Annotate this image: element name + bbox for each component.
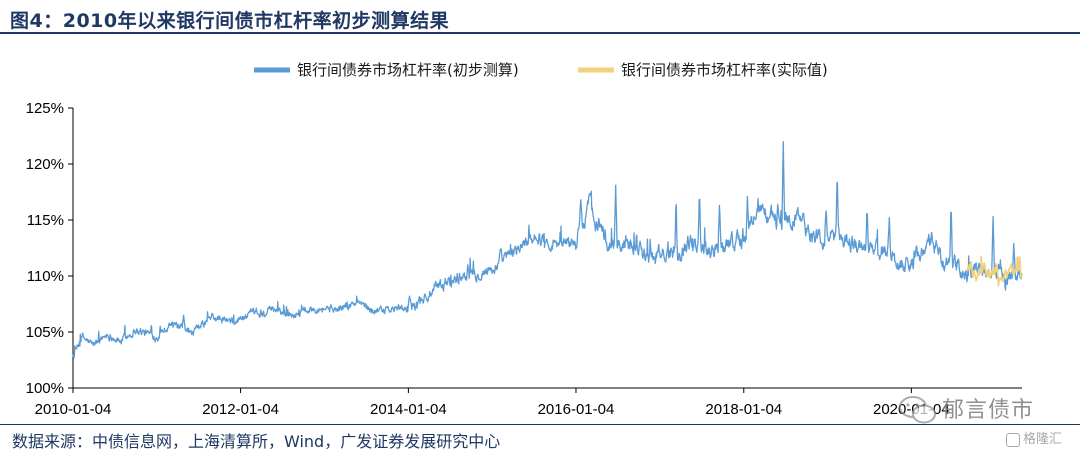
source-divider bbox=[0, 424, 1080, 425]
source-note: 数据来源：中债信息网，上海清算所，Wind，广发证券发展研究中心 bbox=[12, 432, 501, 451]
watermark: 郁言债市 格隆汇 bbox=[898, 392, 1080, 454]
x-tick-label: 2014-01-04 bbox=[370, 401, 447, 418]
y-tick-label: 105% bbox=[26, 324, 64, 341]
series-line-actual bbox=[966, 255, 1023, 287]
x-tick-label: 2016-01-04 bbox=[538, 401, 615, 418]
chart-legend: 银行间债券市场杠杆率(初步测算) 银行间债券市场杠杆率(实际值) bbox=[254, 61, 828, 79]
series-line-estimated bbox=[72, 140, 1023, 359]
legend-label-actual: 银行间债券市场杠杆率(实际值) bbox=[621, 61, 828, 79]
y-tick-label: 125% bbox=[26, 100, 64, 117]
x-axis-ticks: 2010-01-04 2012-01-04 2014-01-04 2016-01-04… bbox=[35, 388, 950, 418]
x-tick-label: 2018-01-04 bbox=[705, 401, 782, 418]
series-layer bbox=[72, 140, 1023, 359]
y-tick-label: 110% bbox=[27, 268, 64, 285]
leverage-line-chart: 银行间债券市场杠杆率(初步测算) 银行间债券市场杠杆率(实际值) 100% 105… bbox=[26, 61, 1023, 418]
y-tick-label: 100% bbox=[26, 380, 64, 397]
figure-title: 图4：2010年以来银行间债市杠杆率初步测算结果 bbox=[10, 10, 450, 32]
title-divider bbox=[0, 32, 1080, 34]
gelonghui-logo-icon bbox=[1006, 432, 1020, 447]
watermark-logo: 格隆汇 bbox=[1006, 428, 1062, 447]
chart-axes bbox=[72, 108, 1022, 389]
y-axis-ticks: 100% 105% 110% 115% 120% 125% bbox=[26, 100, 73, 397]
wechat-icon bbox=[899, 396, 936, 424]
legend-label-estimated: 银行间债券市场杠杆率(初步测算) bbox=[297, 61, 519, 79]
x-tick-label: 2012-01-04 bbox=[202, 401, 279, 418]
y-tick-label: 120% bbox=[26, 156, 64, 173]
y-tick-label: 115% bbox=[27, 212, 64, 229]
x-tick-label: 2010-01-04 bbox=[35, 401, 112, 418]
watermark-logo-text: 格隆汇 bbox=[1023, 432, 1063, 447]
watermark-account-name: 郁言债市 bbox=[942, 398, 1035, 423]
